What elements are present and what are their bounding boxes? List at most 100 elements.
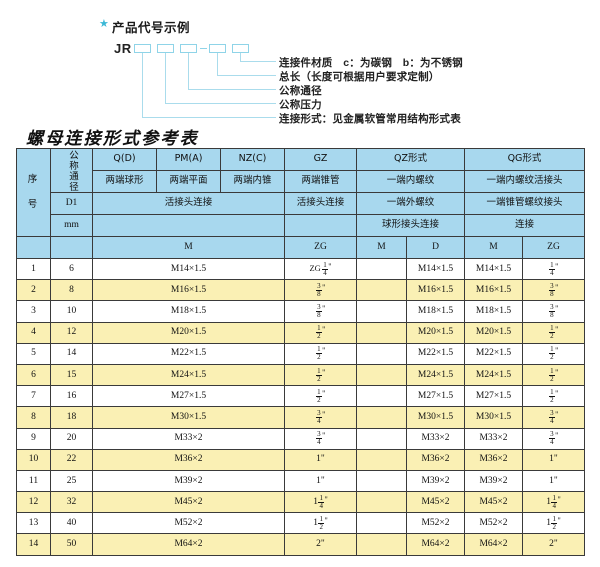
cell-nominal-diameter: 32 [50, 491, 93, 514]
table-header: 序 号 公称通径 Q(D) PM(A) NZ(C) GZ QZ形式 QG形式 两… [16, 148, 585, 259]
cell-thread-m: M36×2 [92, 448, 285, 471]
header-conn-qpmnz: 活接头连接 [92, 192, 285, 215]
cell-thread-m: M52×2 [92, 512, 285, 535]
table-row: 11 25 M39×2 1" M39×2 M39×2 1" [16, 469, 585, 493]
cell-qz-d: M36×2 [406, 448, 465, 471]
diagram-label-nominal-pressure: 公称压力 [279, 99, 322, 111]
cell-gz-size: 1 1 2 " [284, 512, 357, 535]
cell-gz-size: 2" [284, 533, 357, 556]
table-row: 9 20 M33×2 3 4 " M33×2 M33×2 3 4 " [16, 427, 585, 450]
cell-seq: 2 [16, 279, 51, 302]
cell-seq: 11 [16, 469, 51, 493]
cell-thread-m: M24×1.5 [92, 363, 285, 387]
header-unit-qg-zg: ZG [522, 236, 585, 259]
cell-qz-d: M64×2 [406, 533, 465, 556]
header-conn2-qg: 连接 [464, 214, 585, 237]
header-unit-qg-m: M [464, 236, 523, 259]
code-box-2 [157, 44, 174, 53]
cell-qg-zg: 1" [522, 469, 585, 493]
code-box-4 [209, 44, 226, 53]
header-conn2-qz: 球形接头连接 [356, 214, 465, 237]
cell-qz-m [356, 512, 407, 535]
table-body: 1 6 M14×1.5 ZG 1 4 " M14×1.5 M14×1.5 1 4 " 2 8 M16×1.5… [16, 257, 585, 556]
cell-qg-zg: 1 1 4 " [522, 491, 585, 514]
cell-qg-m: M20×1.5 [464, 321, 523, 344]
cell-nominal-diameter: 12 [50, 321, 93, 344]
cell-qg-m: M27×1.5 [464, 385, 523, 408]
cell-gz-size: 3 8 " [284, 279, 357, 302]
table-row: 2 8 M16×1.5 3 8 " M16×1.5 M16×1.5 3 8 " [16, 279, 585, 302]
header-seq: 序 号 [16, 148, 51, 237]
cell-seq: 3 [16, 300, 51, 323]
cell-qg-zg: 2" [522, 533, 585, 556]
cell-thread-m: M30×1.5 [92, 406, 285, 429]
cell-gz-size: 1 2 " [284, 342, 357, 365]
star-icon: ★ [99, 18, 109, 30]
table-row: 7 16 M27×1.5 1 2 " M27×1.5 M27×1.5 1 2 " [16, 385, 585, 408]
cell-qz-m [356, 491, 407, 514]
header-shape-gz: 两端锥管 [284, 170, 357, 193]
cell-thread-m: M14×1.5 [92, 257, 285, 281]
cell-gz-size: 3 4 " [284, 406, 357, 429]
code-separator [200, 48, 207, 50]
header-seq-line2: 号 [27, 198, 40, 210]
cell-nominal-diameter: 50 [50, 533, 93, 556]
cell-seq: 10 [16, 448, 51, 471]
leader-line-5-vertical [142, 53, 144, 118]
header-unit-gz: ZG [284, 236, 357, 259]
cell-qg-m: M30×1.5 [464, 406, 523, 429]
nut-connection-spec-table: 序 号 公称通径 Q(D) PM(A) NZ(C) GZ QZ形式 QG形式 两… [16, 148, 585, 556]
cell-seq: 4 [16, 321, 51, 344]
cell-qz-d: M20×1.5 [406, 321, 465, 344]
cell-qz-d: M52×2 [406, 512, 465, 535]
cell-gz-size: 1 2 " [284, 385, 357, 408]
cell-thread-m: M45×2 [92, 491, 285, 514]
code-box-1 [134, 44, 151, 53]
cell-qg-m: M16×1.5 [464, 279, 523, 302]
header-row-codes: 序 号 公称通径 Q(D) PM(A) NZ(C) GZ QZ形式 QG形式 [16, 148, 585, 237]
header-row-connection: D1 活接头连接 活接头连接 一端外螺纹 一端锥管螺纹接头 [17, 192, 585, 215]
header-mm: mm [50, 214, 93, 237]
header-code-pma: PM(A) [156, 148, 221, 171]
cell-seq: 1 [16, 257, 51, 281]
cell-nominal-diameter: 14 [50, 342, 93, 365]
header-row-connection2: mm 球形接头连接 连接 [17, 214, 585, 237]
header-shape-qg: 一端内螺纹活接头 [464, 170, 585, 193]
cell-qg-m: M52×2 [464, 512, 523, 535]
header-code-qz: QZ形式 [356, 148, 465, 171]
header-nominal-diameter: 公称通径 [50, 148, 93, 193]
cell-qg-zg: 3 8 " [522, 279, 585, 302]
cell-qz-d: M45×2 [406, 491, 465, 514]
cell-qz-d: M30×1.5 [406, 406, 465, 429]
cell-thread-m: M39×2 [92, 469, 285, 493]
cell-qg-m: M22×1.5 [464, 342, 523, 365]
header-blank-qpmnz [92, 214, 285, 237]
cell-nominal-diameter: 25 [50, 469, 93, 493]
table-row: 3 10 M18×1.5 3 8 " M18×1.5 M18×1.5 3 8 " [16, 300, 585, 323]
cell-qg-m: M14×1.5 [464, 257, 523, 281]
cell-thread-m: M18×1.5 [92, 300, 285, 323]
header-unit-m: M [92, 236, 285, 259]
table-row: 1 6 M14×1.5 ZG 1 4 " M14×1.5 M14×1.5 1 4 " [16, 257, 585, 281]
cell-gz-size: 1" [284, 448, 357, 471]
code-box-3 [180, 44, 197, 53]
cell-gz-size: 1 2 " [284, 321, 357, 344]
cell-qg-m: M18×1.5 [464, 300, 523, 323]
code-box-5 [232, 44, 249, 53]
header-unit-dn [50, 236, 93, 259]
cell-qg-m: M45×2 [464, 491, 523, 514]
header-code-qg: QG形式 [464, 148, 585, 171]
cell-qg-zg: 1 2 " [522, 363, 585, 387]
header-unit-qz-m: M [356, 236, 407, 259]
cell-thread-m: M33×2 [92, 427, 285, 450]
leader-line-4-vertical [165, 53, 167, 104]
cell-gz-size: 3 8 " [284, 300, 357, 323]
cell-seq: 9 [16, 427, 51, 450]
cell-thread-m: M64×2 [92, 533, 285, 556]
leader-line-2-horizontal [217, 75, 276, 77]
table-row: 5 14 M22×1.5 1 2 " M22×1.5 M22×1.5 1 2 " [16, 342, 585, 365]
header-conn-qz: 一端外螺纹 [356, 192, 465, 215]
cell-thread-m: M27×1.5 [92, 385, 285, 408]
cell-gz-size: 1" [284, 469, 357, 493]
product-code-diagram: ★ 产品代号示例 JR 连接件材质 c：为碳钢 b：为不锈钢 总长（长度可根据用… [0, 0, 600, 125]
